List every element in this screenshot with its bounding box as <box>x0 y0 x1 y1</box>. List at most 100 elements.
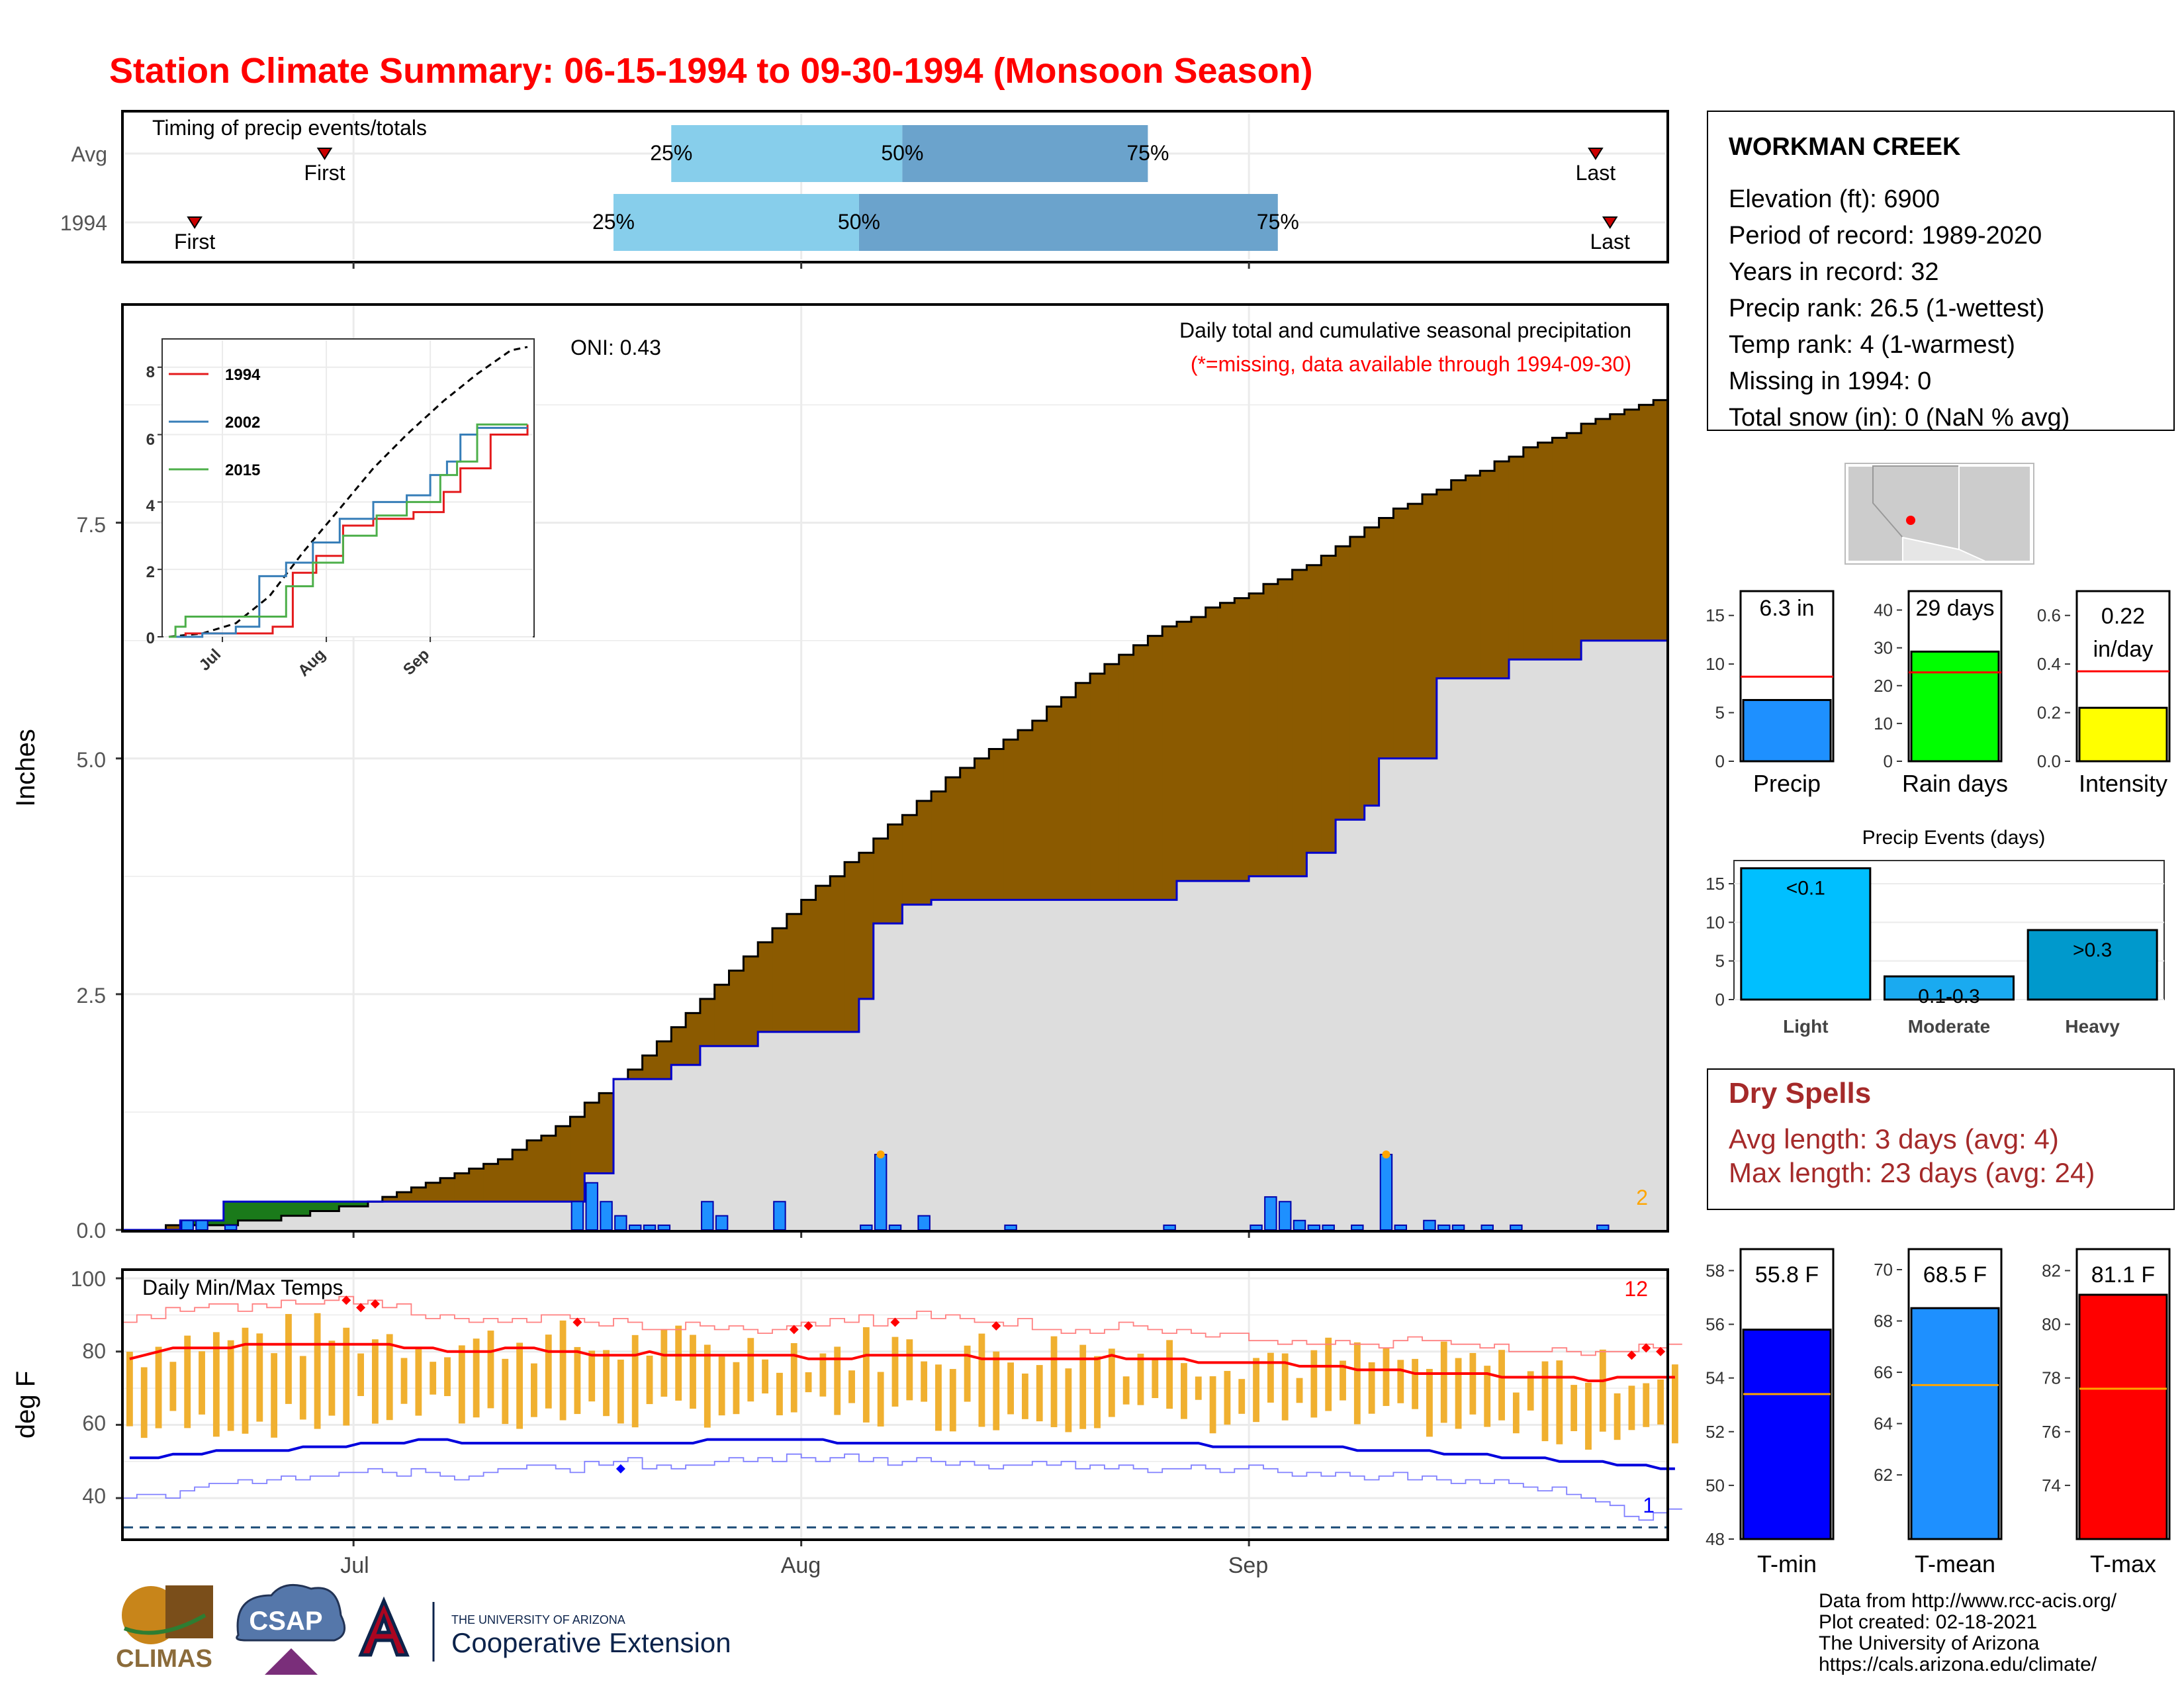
daily-precip-bar <box>181 1219 194 1231</box>
below-average-deficit-area <box>1104 664 1120 900</box>
observed-cumulative-area <box>122 640 1668 1230</box>
daily-temp-range-bar <box>1383 1347 1390 1406</box>
quartile-bar-lower-y1994 <box>613 194 859 251</box>
inset-layer <box>158 340 533 642</box>
daily-temp-range-bar <box>690 1335 696 1409</box>
below-average-deficit-area <box>1508 456 1524 660</box>
below-average-deficit-area <box>498 1159 513 1202</box>
precip-event-category-label: Light <box>1783 1016 1828 1037</box>
below-average-deficit-area <box>1220 602 1235 881</box>
temp-bar-tick-label: 50 <box>1706 1476 1725 1495</box>
daily-precip-bar <box>628 1224 642 1231</box>
inset-legend-1994: 1994 <box>225 366 261 384</box>
mini-precip-bar <box>1742 698 1832 763</box>
daily-temp-range-bar <box>271 1353 278 1438</box>
dry-spells-max: Max length: 23 days (avg: 24) <box>1729 1157 2095 1188</box>
daily-temp-range-bar <box>1556 1360 1563 1444</box>
daily-temp-range-bar <box>1585 1382 1592 1450</box>
daily-temp-range-bar <box>819 1353 827 1397</box>
inset-legend-2015: 2015 <box>225 461 260 479</box>
below-average-deficit-area <box>1422 494 1437 759</box>
daily-temp-range-bar <box>617 1359 624 1424</box>
precip-count-label: 2 <box>1636 1186 1648 1209</box>
below-average-deficit-area <box>1595 418 1611 641</box>
csap-logo: CSAP <box>236 1583 346 1675</box>
inset-y-tick-0: 0 <box>146 630 155 647</box>
daily-temp-range-bar <box>1310 1350 1318 1418</box>
timing-layer: 25% 50% 75% First Last 25% 50% 75% First Last <box>125 114 1665 269</box>
daily-precip-bar <box>1278 1201 1292 1231</box>
station-line-temp-rank: Temp rank: 4 (1-warmest) <box>1729 331 2015 359</box>
precip-panel-frame <box>121 303 1669 1233</box>
x-tick-aug: Aug <box>781 1553 821 1578</box>
precip-event-value-label: <0.1 <box>1786 878 1825 900</box>
inset-line-2015 <box>169 423 527 638</box>
mini-precip-tick-label: 0 <box>1715 751 1725 771</box>
precip-events-tick-label: 15 <box>1706 874 1725 894</box>
daily-temp-range-bar <box>1152 1359 1159 1399</box>
below-average-deficit-area <box>483 1164 498 1202</box>
below-average-deficit-area <box>887 824 903 924</box>
temp-bar-tick-label: 74 <box>2042 1476 2061 1495</box>
inset-chart: 0 2 4 6 8 Jul Aug Sep 1994 2002 2015 <box>146 338 535 680</box>
daily-temp-range-bar <box>921 1361 928 1402</box>
precip-events-tick-label: 5 <box>1715 951 1725 971</box>
observed-cumulative-line <box>122 639 1668 1231</box>
temp-y-tick-100: 100 <box>71 1267 106 1291</box>
record-high-marker-icon <box>1641 1343 1651 1353</box>
inset-y-tick-3: 6 <box>146 431 155 449</box>
csap-logo-cloud <box>236 1583 346 1642</box>
daily-temp-range-bar <box>502 1358 509 1425</box>
quartile-label: 50% <box>838 210 880 234</box>
temp-count-hi: 12 <box>1624 1277 1648 1301</box>
daily-temp-range-bar <box>1397 1360 1404 1403</box>
ua-logo-big: Cooperative Extension <box>451 1627 731 1658</box>
below-average-deficit-area <box>1653 400 1668 641</box>
daily-precip-bar <box>1250 1224 1263 1231</box>
mini-intensity-tick-label: 0.6 <box>2037 606 2061 626</box>
daily-temp-range-bar <box>1209 1376 1216 1434</box>
daily-temp-range-bar <box>1368 1362 1375 1414</box>
quartile-label: 75% <box>1257 210 1299 234</box>
tmin-label: T-min <box>1757 1550 1817 1577</box>
precip-events-tick-label: 10 <box>1706 912 1725 932</box>
precip-events-tick-label: 0 <box>1715 990 1725 1009</box>
station-line-period: Period of record: 1989-2020 <box>1729 222 2042 250</box>
below-average-deficit-area <box>627 1069 643 1080</box>
average-max-line <box>129 1342 1675 1382</box>
quartile-label: 25% <box>650 141 692 165</box>
temp-y-label: deg F <box>11 1371 40 1438</box>
precip-events-title: Precip Events (days) <box>1862 827 2046 849</box>
daily-temp-range-bar <box>1512 1392 1520 1434</box>
csap-logo-text: CSAP <box>249 1607 322 1636</box>
precip-y-tick-2: 5.0 <box>77 748 106 772</box>
precip-y-tick-3: 7.5 <box>77 513 106 537</box>
daily-temp-range-bar <box>1224 1371 1231 1425</box>
daily-temp-range-bar <box>1498 1350 1505 1421</box>
station-name: WORKMAN CREEK <box>1729 133 1961 161</box>
below-average-deficit-area <box>1465 475 1480 679</box>
quartile-label: 75% <box>1126 141 1169 165</box>
below-average-deficit-area <box>440 1178 455 1202</box>
mini-raindays-tick-label: 0 <box>1884 751 1893 771</box>
below-average-deficit-area <box>1292 569 1308 876</box>
temp-layer <box>116 1271 1682 1546</box>
temp-panel-label: Daily Min/Max Temps <box>142 1276 343 1299</box>
ua-logo-small: THE UNIVERSITY OF ARIZONA <box>451 1613 625 1626</box>
temp-y-tick-40: 40 <box>82 1484 106 1508</box>
above-average-surplus-area <box>295 1201 311 1216</box>
record-high-marker-icon <box>341 1295 351 1305</box>
below-average-deficit-area <box>570 1117 585 1202</box>
timing-panel-label: Timing of precip events/totals <box>152 116 427 140</box>
daily-temp-range-bar <box>458 1345 465 1424</box>
daily-temp-range-bar <box>1484 1366 1491 1427</box>
daily-temp-range-bar <box>169 1362 177 1411</box>
precip-heading: Daily total and cumulative seasonal prec… <box>1179 318 1631 342</box>
below-average-deficit-area <box>671 1027 686 1065</box>
daily-precip-bar <box>1379 1154 1393 1231</box>
temp-bar-tick-label: 82 <box>2042 1260 2061 1280</box>
station-line-missing: Missing in 1994: 0 <box>1729 367 1931 395</box>
tmax-value: 81.1 F <box>2091 1262 2155 1288</box>
tmin-value: 55.8 F <box>1755 1262 1819 1288</box>
daily-temp-range-bar <box>285 1314 292 1404</box>
